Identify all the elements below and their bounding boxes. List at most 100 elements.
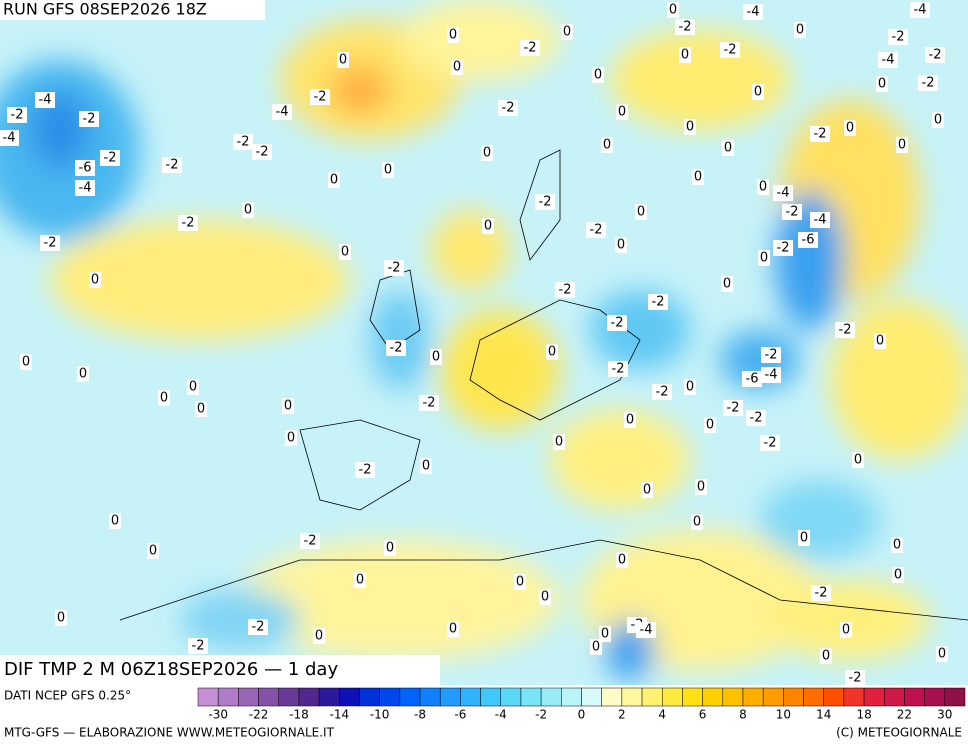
colorbar-swatch (581, 687, 602, 707)
contour-label: -2 (423, 396, 436, 411)
contour-label: 0 (449, 622, 457, 637)
contour-label: 0 (617, 238, 625, 253)
contour-label-bg (233, 134, 253, 150)
contour-label: 0 (693, 515, 701, 530)
contour-label-bg (910, 2, 930, 18)
contour-label-bg (77, 366, 89, 382)
contour-label: -2 (612, 362, 625, 377)
contour-label: -2 (502, 101, 515, 116)
contour-label-bg (75, 180, 95, 196)
contour-label: 0 (723, 277, 731, 292)
contour-label: 0 (724, 141, 732, 156)
contour-label: 0 (384, 163, 392, 178)
contour-label: -2 (922, 76, 935, 91)
contour-label: -2 (252, 620, 265, 635)
colorbar-swatch (561, 687, 582, 707)
contour-label-bg (641, 482, 653, 498)
contour-label: -2 (539, 195, 552, 210)
contour-label: -6 (802, 233, 815, 248)
contour-label-bg (616, 552, 628, 568)
contour-label: 0 (643, 483, 651, 498)
contour-label-bg (384, 260, 404, 276)
contour-label-bg (810, 212, 830, 228)
contour-label-bg (601, 137, 613, 153)
contour-label-bg (761, 367, 781, 383)
contour-label: 0 (244, 203, 252, 218)
contour-labels: 0 -4 -4-2 0 -20 0-2 -20 -4 -20 00-4-2 -2-2-4 -2 000-… (0, 2, 948, 685)
contour-label: 0 (894, 568, 902, 583)
contour-label: 0 (618, 553, 626, 568)
colorbar-swatch (197, 687, 219, 707)
contour-label-bg (592, 67, 604, 83)
contour-label: 0 (603, 138, 611, 153)
contour-label-bg (615, 237, 627, 253)
colorbar-swatch (621, 687, 643, 707)
colorbar-swatch (924, 687, 946, 707)
contour-label: -2 (750, 411, 763, 426)
contour-label-bg (684, 119, 696, 135)
contour-label: 0 (356, 573, 364, 588)
contour-label-bg (667, 2, 679, 18)
contour-label-bg (925, 47, 945, 63)
contour-label-bg (187, 379, 199, 395)
contour-label-bg (635, 204, 647, 220)
contour-label-bg (178, 215, 198, 231)
colorbar-swatch (419, 687, 441, 707)
contour-label-bg (896, 137, 908, 153)
contour-label: -2 (590, 223, 603, 238)
contour-label: 0 (938, 647, 946, 662)
contour-label-bg (876, 76, 888, 92)
contour-label: 0 (563, 25, 571, 40)
contour-label: 0 (548, 345, 556, 360)
contour-label-bg (535, 194, 555, 210)
contour-label: 0 (681, 48, 689, 63)
contour-label: -2 (524, 41, 537, 56)
colorbar-tick-label: -6 (454, 708, 466, 722)
contour-label-bg (918, 75, 938, 91)
contour-label: -2 (764, 436, 777, 451)
contour-label-bg (844, 120, 856, 136)
contour-label: 0 (453, 60, 461, 75)
colorbar-swatch (217, 687, 239, 707)
colorbar-tick-label: 0 (578, 708, 586, 722)
header-box (0, 0, 265, 20)
contour-label-bg (773, 185, 793, 201)
contour-label-bg (328, 172, 340, 188)
contour-label-bg (691, 514, 703, 530)
contour-label-bg (55, 610, 67, 626)
colorbar-swatch (601, 687, 623, 707)
contour-label: 0 (800, 531, 808, 546)
contour-label: -4 (3, 131, 16, 146)
contour-label: -6 (746, 372, 759, 387)
contour-label: 0 (760, 251, 768, 266)
contour-label: 0 (898, 138, 906, 153)
contour-label-bg (695, 479, 707, 495)
contour-label-bg (743, 4, 763, 20)
contour-label-bg (722, 140, 734, 156)
contour-label-bg (878, 52, 898, 68)
field-label: DIF TMP 2 M 06Z18SEP2026 — 1 day (4, 659, 338, 680)
contour-label: -2 (388, 261, 401, 276)
contour-label-bg (79, 111, 99, 127)
contour-label-bg (684, 379, 696, 395)
colorbar-tick-label: -30 (208, 708, 228, 722)
contour-label: 0 (934, 113, 942, 128)
contour-label-bg (892, 567, 904, 583)
contour-label: -2 (314, 90, 327, 105)
contour-label-bg (652, 384, 672, 400)
contour-label: 0 (637, 205, 645, 220)
contour-label-bg (300, 533, 320, 549)
contour-label-bg (636, 622, 656, 638)
contour-label: -2 (166, 158, 179, 173)
colorbar-tick-label: 10 (776, 708, 791, 722)
colorbar-swatch (258, 687, 279, 707)
contour-label-bg (840, 622, 852, 638)
contour-label: 0 (483, 146, 491, 161)
contour-label-bg (773, 240, 793, 256)
contour-label: -2 (11, 108, 24, 123)
colorbar-tick-label: -2 (535, 708, 547, 722)
contour-label: -2 (390, 341, 403, 356)
contour-label: 0 (449, 28, 457, 43)
contour-label-bg (355, 462, 375, 478)
colorbar-swatch (238, 687, 259, 707)
